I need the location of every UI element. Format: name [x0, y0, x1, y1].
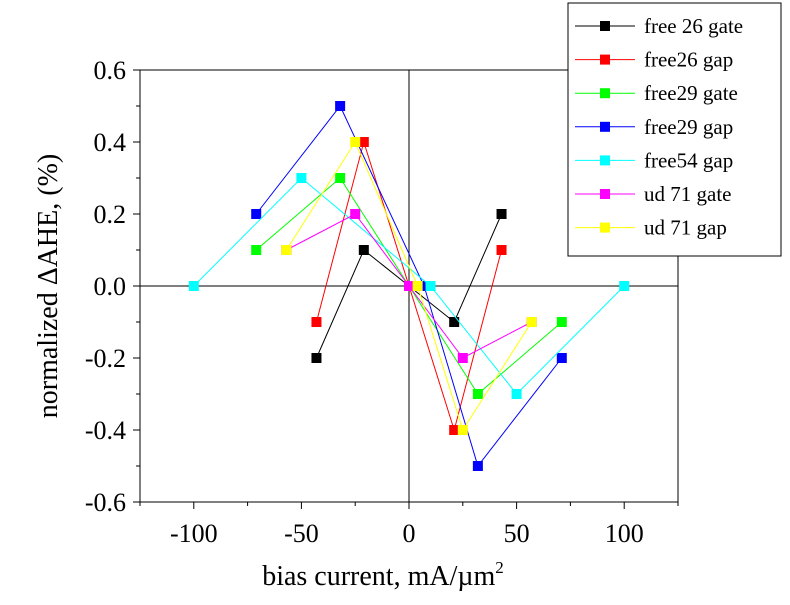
legend-marker — [600, 21, 610, 31]
y-tick-label: 0.6 — [94, 56, 127, 85]
y-tick-label: -0.4 — [85, 416, 126, 445]
x-tick-label: 0 — [403, 519, 416, 548]
legend-label: ud 71 gap — [644, 216, 727, 240]
legend-label: free29 gate — [644, 81, 738, 105]
legend-marker — [600, 121, 610, 132]
y-tick-label: 0.2 — [94, 200, 127, 229]
data-point — [412, 281, 423, 291]
data-point — [296, 173, 307, 183]
legend-label: ud 71 gate — [644, 182, 731, 206]
data-point — [358, 245, 369, 255]
data-point — [251, 245, 262, 255]
data-point — [472, 389, 483, 399]
legend-item: ud 71 gate — [575, 182, 731, 206]
data-point — [511, 389, 522, 399]
legend-item: free 26 gate — [575, 14, 743, 38]
data-point — [358, 137, 369, 147]
series-layer — [188, 101, 630, 471]
legend-label: free29 gap — [644, 115, 733, 139]
data-point — [350, 209, 361, 219]
x-axis-title-text: bias current, mA/µm — [262, 561, 495, 592]
x-tick-label: 100 — [605, 519, 644, 548]
data-point — [449, 425, 460, 435]
data-point — [496, 209, 507, 219]
data-point — [449, 317, 460, 327]
data-point — [457, 425, 468, 435]
y-tick-label: 0.4 — [94, 128, 127, 157]
x-axis: -100 -50 0 50 100 — [139, 502, 679, 548]
legend-item: free54 gap — [575, 148, 733, 172]
legend-label: free54 gap — [644, 148, 733, 172]
legend-item: free26 gap — [575, 48, 733, 72]
data-point — [425, 281, 436, 291]
series-6 — [281, 137, 537, 435]
y-axis-title: normalized ΔAHE, (%) — [33, 154, 64, 418]
data-point — [619, 281, 630, 291]
y-tick-label: 0.0 — [94, 272, 127, 301]
legend-marker — [600, 189, 610, 199]
legend-item: free29 gap — [575, 115, 733, 139]
data-point — [404, 281, 414, 291]
data-point — [335, 101, 346, 111]
x-tick-label: -100 — [170, 519, 218, 548]
data-point — [350, 137, 361, 147]
data-point — [472, 461, 483, 471]
legend-label: free26 gap — [644, 48, 733, 72]
series-3 — [251, 101, 567, 471]
data-point — [556, 317, 567, 327]
x-axis-title-superscript: 2 — [495, 558, 504, 577]
y-axis: -0.6 -0.4 -0.2 0.0 0.2 0.4 0.6 — [85, 56, 140, 517]
data-point — [281, 245, 292, 255]
x-axis-title: bias current, mA/µm2 — [262, 558, 504, 592]
data-point — [335, 173, 346, 183]
y-tick-label: -0.6 — [85, 488, 126, 517]
x-tick-label: -50 — [284, 519, 319, 548]
legend-item: free29 gate — [575, 81, 738, 105]
legend-marker — [600, 54, 610, 65]
legend-marker — [600, 222, 610, 233]
data-point — [419, 281, 430, 291]
legend-item: ud 71 gap — [575, 216, 727, 240]
legend-marker — [600, 155, 610, 166]
data-point — [457, 353, 468, 363]
legend: free 26 gate free26 gap free29 gate free29 … — [567, 2, 782, 257]
data-point — [311, 317, 322, 327]
legend-label: free 26 gate — [644, 14, 743, 38]
data-point — [526, 317, 537, 327]
series-4 — [188, 173, 630, 399]
y-tick-label: -0.2 — [85, 344, 126, 373]
data-point — [311, 353, 322, 363]
data-point — [188, 281, 199, 291]
legend-marker — [600, 88, 610, 99]
x-tick-label: 50 — [504, 519, 530, 548]
data-point — [251, 209, 262, 219]
data-point — [556, 353, 567, 363]
data-point — [496, 245, 507, 255]
